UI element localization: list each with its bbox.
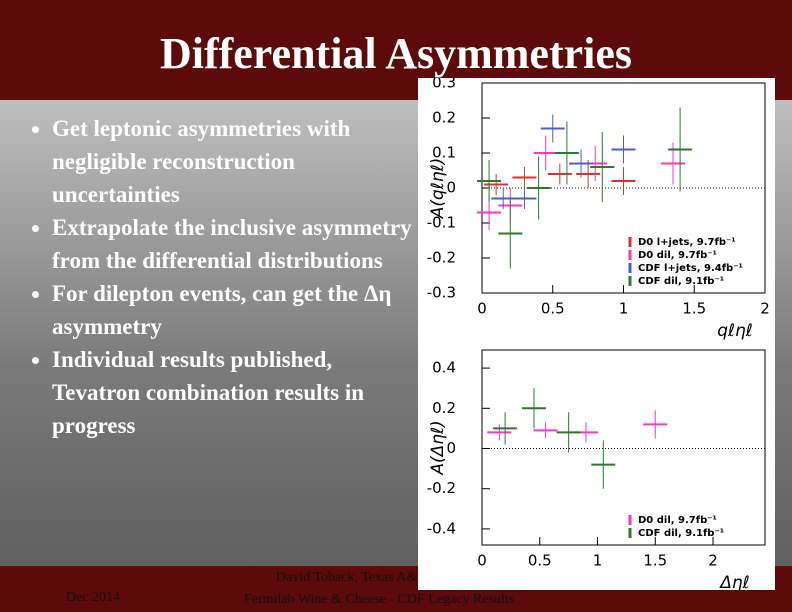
legend-label: CDF dil, 9.1fb⁻¹ — [638, 276, 724, 287]
x-tick-label: 0 — [477, 300, 487, 318]
bullet: Extrapolate the inclusive asymmetry from… — [52, 211, 422, 277]
x-tick-label: 1.5 — [643, 552, 667, 570]
footer-date: Dec 2014 — [66, 590, 121, 605]
y-tick-label: 0 — [446, 439, 456, 457]
x-tick-label: 2 — [708, 552, 718, 570]
x-tick-label: 0 — [477, 552, 487, 570]
legend-label: D0 l+jets, 9.7fb⁻¹ — [638, 237, 736, 248]
y-axis-label: A(qℓηℓ) — [428, 158, 448, 220]
legend-label: CDF l+jets, 9.4fb⁻¹ — [638, 263, 743, 274]
y-tick-label: -0.2 — [427, 479, 456, 497]
legend-label: D0 dil, 9.7fb⁻¹ — [638, 250, 717, 261]
header: Differential Asymmetries — [0, 0, 792, 100]
y-tick-label: 0.4 — [432, 359, 456, 377]
title: Differential Asymmetries — [159, 29, 633, 78]
y-tick-label: 0 — [446, 179, 456, 197]
x-tick-label: 1.5 — [682, 300, 706, 318]
x-tick-label: 1 — [593, 552, 603, 570]
y-tick-label: -0.4 — [427, 519, 456, 537]
y-axis-label: A(Δηℓ) — [428, 420, 448, 475]
y-tick-label: 0.2 — [432, 399, 456, 417]
plot-frame — [481, 349, 766, 546]
legend-label: D0 dil, 9.7fb⁻¹ — [638, 515, 717, 526]
x-tick-label: 0.5 — [528, 552, 552, 570]
x-tick-label: 1 — [619, 300, 629, 318]
x-axis-label: Δηℓ — [718, 573, 749, 590]
y-tick-label: 0.3 — [432, 78, 456, 92]
x-tick-label: 0.5 — [541, 300, 565, 318]
bullet: Get leptonic asymmetries with negligible… — [52, 112, 422, 211]
y-tick-label: 0.2 — [432, 109, 456, 127]
plots: -0.3 -0.2 -0.1 0 0.1 0.2 0.3 0 0.5 1 1.5 2 qℓηℓ A(qℓη… — [418, 78, 775, 590]
y-tick-label: -0.3 — [427, 284, 456, 302]
y-tick-label: -0.1 — [427, 214, 456, 232]
y-tick-label: 0.1 — [432, 144, 456, 162]
y-tick-label: -0.2 — [427, 249, 456, 267]
footer-event: Fermilab Wine & Cheese - CDF Legacy Resu… — [244, 592, 515, 607]
bullet-list: Get leptonic asymmetries with negligible… — [26, 112, 422, 442]
x-axis-label: qℓηℓ — [717, 321, 753, 341]
x-tick-label: 2 — [760, 300, 770, 318]
bullet: Individual results published, Tevatron c… — [52, 343, 422, 442]
legend-label: CDF dil, 9.1fb⁻¹ — [638, 528, 724, 539]
bullet: For dilepton events, can get the Δη asym… — [52, 277, 422, 343]
